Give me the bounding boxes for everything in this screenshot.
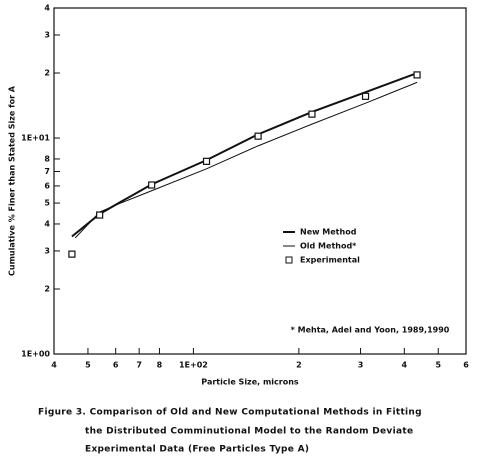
x-tick-label: 5 [435, 361, 441, 370]
x-tick-label: 6 [463, 361, 469, 370]
x-tick-label: 2 [296, 361, 302, 370]
series-line [74, 81, 418, 239]
x-tick-label: 3 [358, 361, 364, 370]
x-tick-label: 8 [157, 361, 163, 370]
y-tick-label: 6 [44, 181, 50, 190]
legend-marker [285, 256, 293, 264]
y-axis-label: Cumulative % Finer than Stated Size for … [8, 85, 17, 276]
legend-label: New Method [300, 228, 357, 237]
marker [96, 211, 104, 219]
y-tick-label: 4 [44, 219, 50, 228]
x-tick-label: 1E+02 [179, 361, 208, 370]
x-tick-label: 4 [51, 361, 57, 370]
caption-line: the Distributed Comminutional Model to t… [85, 427, 413, 437]
y-tick-label: 7 [44, 167, 50, 176]
y-tick-label: 2 [44, 69, 50, 78]
marker [413, 71, 421, 79]
marker [148, 181, 156, 189]
x-tick-label: 7 [136, 361, 142, 370]
x-tick-label: 4 [402, 361, 408, 370]
y-tick-label: 2 [44, 284, 50, 293]
y-tick-label: 1E+01 [21, 134, 50, 143]
annotation: * Mehta, Adel and Yoon, 1989,1990 [291, 326, 450, 335]
plot-frame [53, 7, 467, 355]
marker [254, 132, 262, 140]
y-tick-label: 1E+00 [21, 350, 50, 359]
marker [308, 110, 316, 118]
y-tick-label: 4 [44, 4, 50, 13]
y-tick-label: 8 [44, 154, 50, 163]
x-tick-label: 5 [85, 361, 91, 370]
caption-line: Experimental Data (Free Particles Type A… [85, 445, 309, 455]
legend-label: Old Method* [300, 242, 357, 251]
legend-label: Experimental [300, 256, 360, 265]
x-axis-label: Particle Size, microns [201, 378, 299, 387]
marker [68, 250, 76, 258]
y-tick-label: 3 [44, 246, 50, 255]
caption-line: Figure 3. Comparison of Old and New Comp… [38, 408, 422, 418]
y-tick-label: 5 [44, 199, 50, 208]
marker [361, 92, 370, 100]
y-tick-label: 3 [44, 30, 50, 39]
x-tick-label: 6 [113, 361, 119, 370]
marker [202, 157, 211, 165]
